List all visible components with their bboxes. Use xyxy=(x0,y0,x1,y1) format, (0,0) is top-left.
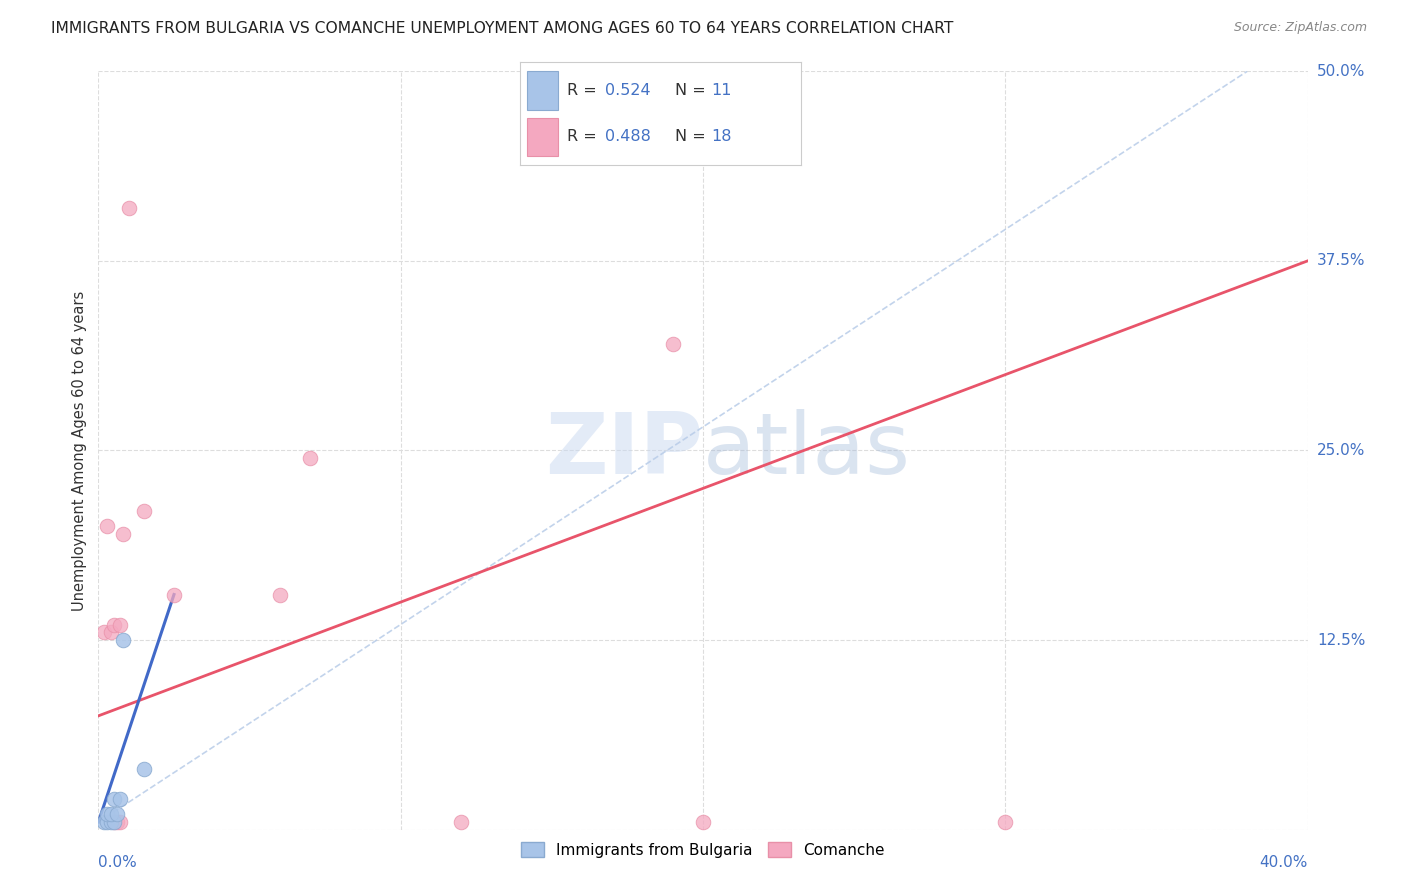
Text: R =: R = xyxy=(567,83,602,98)
Point xyxy=(103,815,125,830)
Point xyxy=(994,815,1017,830)
Text: 40.0%: 40.0% xyxy=(1260,855,1308,870)
Point xyxy=(108,792,131,806)
Point xyxy=(108,617,131,632)
FancyBboxPatch shape xyxy=(527,71,558,110)
Text: 0.488: 0.488 xyxy=(605,129,651,145)
Point xyxy=(103,792,125,806)
Point xyxy=(132,504,155,518)
Text: ZIP: ZIP xyxy=(546,409,703,492)
Point xyxy=(111,633,134,648)
Point xyxy=(100,815,122,830)
Point xyxy=(269,588,291,602)
Text: IMMIGRANTS FROM BULGARIA VS COMANCHE UNEMPLOYMENT AMONG AGES 60 TO 64 YEARS CORR: IMMIGRANTS FROM BULGARIA VS COMANCHE UNE… xyxy=(51,21,953,36)
Point xyxy=(100,807,122,822)
Text: N =: N = xyxy=(675,129,711,145)
Text: N =: N = xyxy=(675,83,711,98)
Legend: Immigrants from Bulgaria, Comanche: Immigrants from Bulgaria, Comanche xyxy=(515,836,891,863)
Point xyxy=(96,807,118,822)
Text: 50.0%: 50.0% xyxy=(1317,64,1365,78)
Text: 11: 11 xyxy=(711,83,733,98)
Point xyxy=(299,451,322,466)
Point xyxy=(93,625,115,640)
Point xyxy=(105,815,128,830)
Point xyxy=(103,815,125,830)
Point xyxy=(108,815,131,830)
Text: Source: ZipAtlas.com: Source: ZipAtlas.com xyxy=(1233,21,1367,34)
Point xyxy=(96,815,118,830)
Text: 25.0%: 25.0% xyxy=(1317,443,1365,458)
Point xyxy=(105,807,128,822)
Y-axis label: Unemployment Among Ages 60 to 64 years: Unemployment Among Ages 60 to 64 years xyxy=(72,290,87,611)
Text: 0.524: 0.524 xyxy=(605,83,650,98)
Text: 37.5%: 37.5% xyxy=(1317,253,1365,268)
Text: R =: R = xyxy=(567,129,602,145)
Text: atlas: atlas xyxy=(703,409,911,492)
Point xyxy=(692,815,714,830)
Point xyxy=(118,201,141,215)
Text: 18: 18 xyxy=(711,129,733,145)
Text: 0.0%: 0.0% xyxy=(98,855,138,870)
Point xyxy=(111,526,134,541)
Point xyxy=(450,815,472,830)
Point xyxy=(100,625,122,640)
Point xyxy=(661,337,683,351)
Point xyxy=(103,617,125,632)
FancyBboxPatch shape xyxy=(527,118,558,156)
Point xyxy=(132,762,155,776)
Point xyxy=(163,588,186,602)
Text: 12.5%: 12.5% xyxy=(1317,632,1365,648)
Point xyxy=(93,815,115,830)
Point xyxy=(96,519,118,533)
